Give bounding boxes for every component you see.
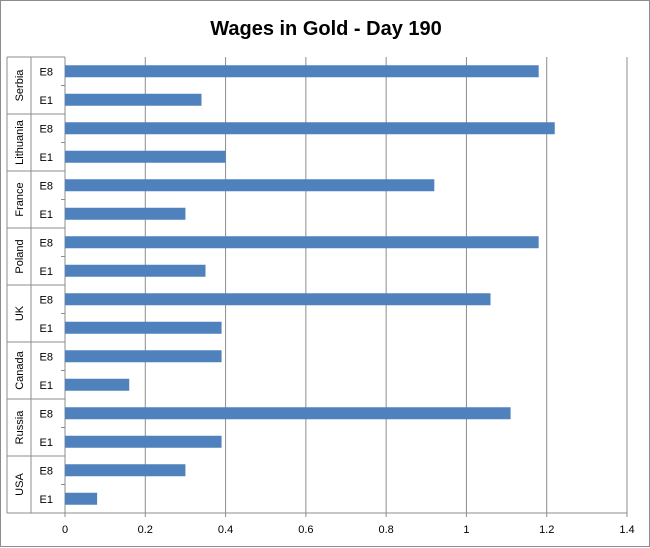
x-tick-label: 0.6 — [298, 524, 313, 536]
x-tick-label: 0.8 — [378, 524, 393, 536]
x-tick-label: 0 — [62, 524, 68, 536]
bar — [65, 207, 186, 220]
bar — [65, 378, 130, 391]
bar — [65, 407, 511, 420]
x-tick-label: 1.4 — [619, 524, 634, 536]
plot-area: 0 0.2 0.4 0.6 0.8 1 1.2 1.4 E8 E1 Serbia E8 E1 Lithua… — [6, 56, 635, 536]
bar-category-label: E8 — [40, 123, 53, 135]
bar-category-label: E1 — [40, 266, 53, 278]
bar — [65, 435, 222, 448]
bar — [65, 350, 222, 363]
country-label: Lithuania — [14, 119, 26, 165]
country-label: France — [14, 182, 26, 216]
bar-category-label: E8 — [40, 66, 53, 78]
bar-category-label: E1 — [40, 152, 53, 164]
bar-category-label: E8 — [40, 180, 53, 192]
bar — [65, 293, 491, 306]
chart-title: Wages in Gold - Day 190 — [210, 18, 442, 40]
bar-category-label: E8 — [40, 351, 53, 363]
bar-category-label: E1 — [40, 95, 53, 107]
country-label: UK — [14, 305, 26, 321]
bar-category-label: E8 — [40, 294, 53, 306]
x-tick-label: 1 — [463, 524, 469, 536]
country-label: Canada — [14, 350, 26, 389]
bar-category-label: E1 — [40, 380, 53, 392]
bar-category-label: E1 — [40, 494, 53, 506]
country-label: USA — [14, 473, 26, 496]
country-label: Poland — [14, 239, 26, 273]
bar — [65, 264, 206, 277]
x-tick-label: 1.2 — [539, 524, 554, 536]
bar — [65, 236, 539, 249]
bar-category-label: E8 — [40, 408, 53, 420]
bar — [65, 321, 222, 334]
bar-category-label: E1 — [40, 323, 53, 335]
bar — [65, 150, 226, 163]
country-label: Russia — [14, 410, 26, 445]
bar — [65, 179, 435, 192]
bar-category-label: E1 — [40, 437, 53, 449]
x-tick-label: 0.2 — [138, 524, 153, 536]
bar-category-label: E8 — [40, 237, 53, 249]
bar — [65, 65, 539, 78]
bar-category-label: E1 — [40, 209, 53, 221]
x-tick-label: 0.4 — [218, 524, 233, 536]
bar-category-label: E8 — [40, 465, 53, 477]
bar — [65, 464, 186, 477]
bar — [65, 122, 555, 135]
bar — [65, 492, 98, 505]
bar — [65, 93, 202, 106]
country-label: Serbia — [14, 69, 26, 102]
